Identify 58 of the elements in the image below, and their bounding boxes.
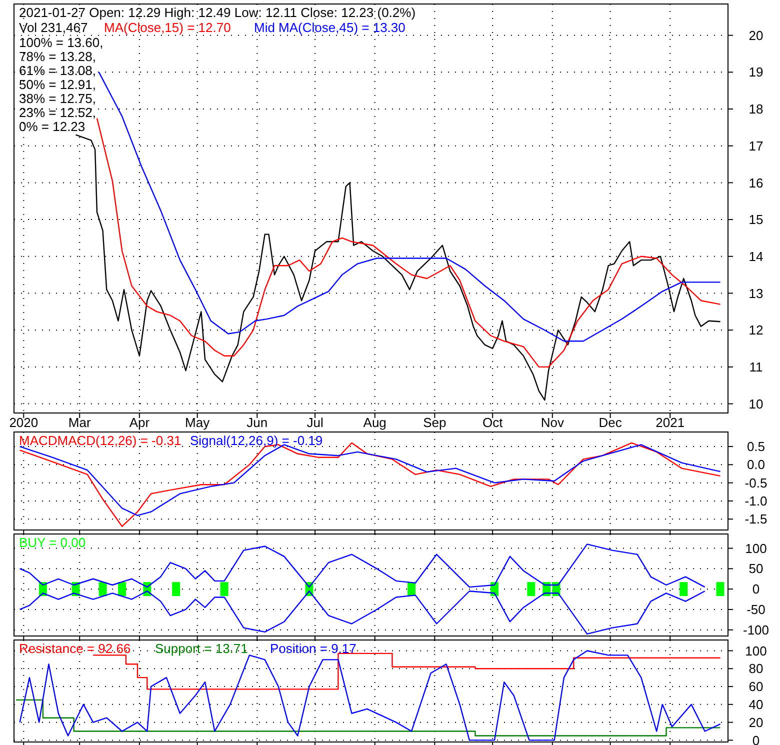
annotation: 38% = 12.75, [19, 91, 96, 106]
annotation: 0% = 12.23 [19, 119, 86, 134]
y-tick-label: 0.5 [746, 439, 766, 454]
x-tick-label: Sep [423, 415, 446, 430]
y-tick-label: 0 [752, 732, 760, 745]
y-tick-label: 20 [748, 714, 764, 730]
series-label: Position = 9.17 [270, 641, 356, 656]
y-tick-label: 19 [748, 64, 764, 80]
x-tick-label: Aug [363, 415, 386, 430]
y-tick-label: 0 [752, 582, 760, 597]
x-tick-label: Jun [246, 415, 268, 430]
y-tick-label: 80 [748, 661, 764, 676]
series-label: Resistance = 92.66 [19, 641, 131, 656]
y-tick-label: 17 [748, 138, 764, 154]
x-tick-label: Jul [306, 415, 324, 430]
x-tick-label: 2021 [656, 415, 685, 430]
x-tick-label: Nov [540, 415, 564, 430]
y-tick-label: 18 [748, 102, 764, 117]
y-tick-label: -0.5 [744, 475, 768, 490]
y-tick-label: -1.0 [744, 494, 768, 509]
text: Mid MA(Close,45) = 13.30 [254, 20, 406, 35]
text: Vol 231,467 [19, 20, 88, 35]
x-tick-label: Oct [482, 415, 504, 430]
y-tick-label: 10 [748, 396, 764, 412]
y-tick-label: 14 [748, 248, 764, 264]
text: Support = 13.71 [155, 641, 248, 656]
y-tick-label: 13 [748, 286, 764, 301]
series-label: MACDMACD(12,26) = -0.31 [19, 433, 182, 448]
x-tick-label: Apr [129, 415, 150, 430]
y-tick-label: 0.0 [746, 457, 766, 472]
line-series [96, 118, 721, 368]
y-tick-label: 12 [748, 322, 764, 338]
annotation: 61% = 13.08, [19, 63, 96, 78]
y-tick-label: 16 [748, 175, 764, 190]
annotation: 78% = 13.28, [19, 49, 96, 64]
y-tick-label: 11 [749, 359, 763, 374]
text: MA(Close,15) = 12.70 [104, 20, 231, 35]
y-tick-label: 20 [748, 28, 764, 43]
y-tick-label: -1.5 [744, 512, 768, 527]
annotation: 100% = 13.60, [19, 35, 104, 50]
y-tick-label: 100 [745, 643, 767, 658]
text: BUY = 0.00 [19, 535, 86, 550]
y-tick-label: 15 [748, 212, 764, 228]
annotation: 50% = 12.91, [19, 77, 96, 92]
chart-title: 2021-01-27 Open: 12.29 High: 12.49 Low: 12.11 Close: 12.23 (0.2%) [19, 5, 416, 20]
y-tick-label: -100 [742, 622, 770, 638]
line-series [98, 72, 721, 342]
series-label: Signal(12,26,9) = -0.19 [190, 433, 323, 448]
annotation: 23% = 12.52, [19, 105, 96, 120]
x-tick-label: 2020 [9, 415, 38, 430]
y-tick-label: 50 [748, 561, 764, 576]
x-tick-label: May [185, 415, 210, 430]
x-tick-label: Mar [68, 415, 92, 430]
y-tick-label: 40 [748, 696, 764, 712]
x-tick-label: Dec [598, 415, 622, 430]
y-tick-label: 60 [748, 679, 764, 694]
y-tick-label: -50 [746, 602, 766, 618]
y-tick-label: 100 [745, 540, 767, 556]
